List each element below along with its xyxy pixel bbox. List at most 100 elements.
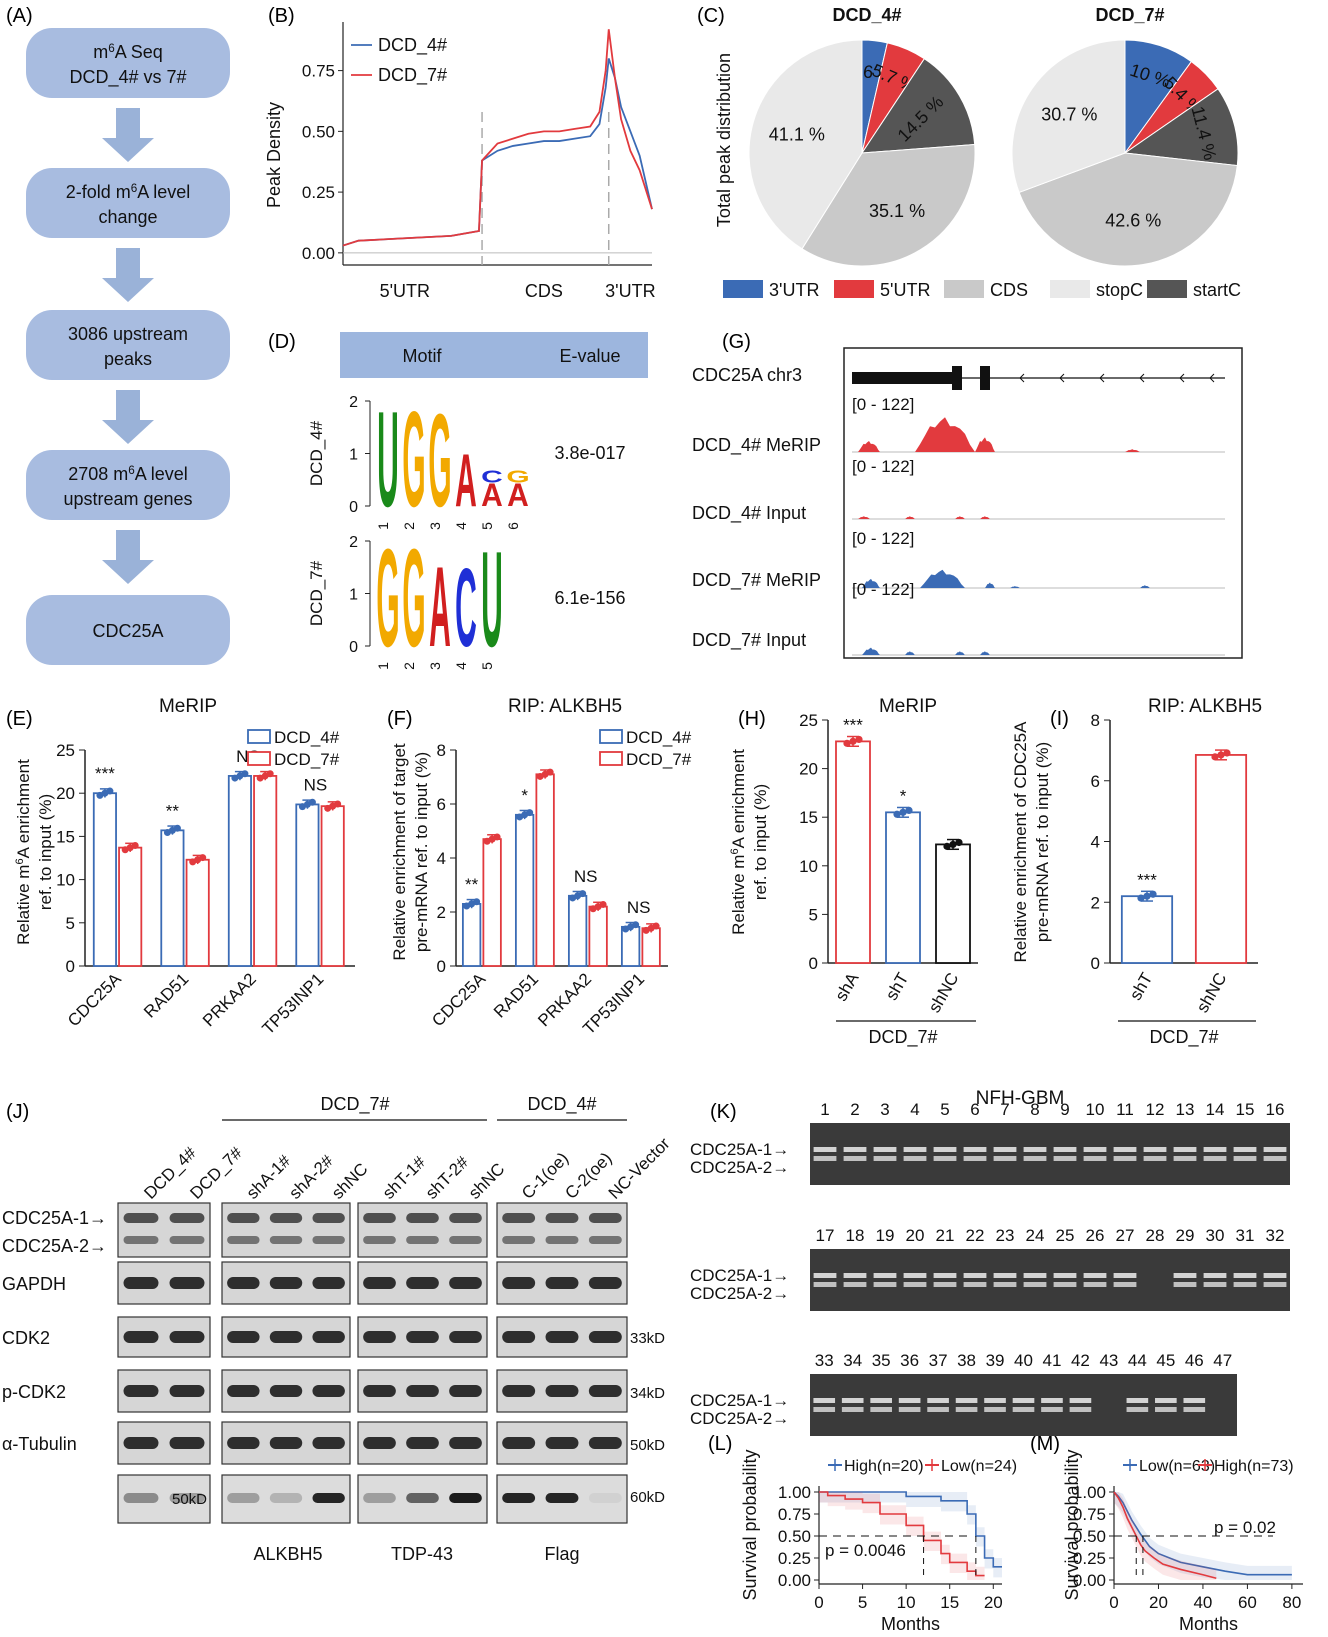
gel-band: [1113, 1147, 1137, 1152]
y-axis-label-b: A enrichment: [729, 749, 748, 848]
lane-number: 17: [816, 1226, 835, 1245]
y-tick-label: 0.50: [778, 1527, 811, 1546]
gel-band: [933, 1147, 957, 1152]
blot-band: [312, 1437, 345, 1449]
lane-number: 10: [1086, 1100, 1105, 1119]
blot-band: [363, 1385, 396, 1397]
blot-band: [588, 1213, 622, 1223]
x-tick-label: CDS: [525, 281, 563, 301]
track-label: DCD_4# Input: [692, 503, 806, 524]
confidence-band: [1114, 1492, 1292, 1580]
gel-band: [1183, 1398, 1206, 1403]
pie-slice: [1018, 152, 1238, 267]
legend-label: Low(n=63): [1139, 1458, 1215, 1475]
y-tick-label: 1.00: [1073, 1483, 1106, 1502]
legend-label: DCD_7#: [378, 65, 447, 86]
gel-band: [841, 1407, 864, 1412]
gel-band: [813, 1407, 836, 1412]
blot-band: [169, 1277, 205, 1289]
lane-number: 21: [936, 1226, 955, 1245]
gel-band: [813, 1273, 837, 1278]
y-tick-label: 0: [437, 957, 446, 976]
panel-m-survival: 0.00 0.25 0.50 0.75 1.00 0 20 40 60 80 Months Survi…: [1062, 1449, 1303, 1634]
data-point: [131, 841, 139, 849]
blot-box: [117, 1202, 211, 1258]
gel-band: [1113, 1282, 1137, 1287]
blot-band: [312, 1213, 345, 1223]
pie-title: DCD_4#: [832, 5, 901, 25]
gel-band: [1023, 1147, 1047, 1152]
bar: [185, 858, 210, 967]
gel-band: [813, 1282, 837, 1287]
significance: ***: [1137, 870, 1157, 889]
blot-band: [312, 1385, 345, 1397]
x-tick-label: 3'UTR: [605, 281, 655, 301]
blot-band: [449, 1331, 482, 1343]
panel-label-j: (J): [6, 1101, 29, 1123]
y-tick-label: 6: [437, 795, 446, 814]
panel-labels: (A) (B) (C) (D) (E) (F) (G) (H) (I) (J) …: [6, 5, 1069, 1455]
blot-band: [449, 1437, 482, 1449]
lane-number: 24: [1026, 1226, 1045, 1245]
lane-number: 30: [1206, 1226, 1225, 1245]
lane-number: 14: [1206, 1100, 1225, 1119]
motif-row-label: DCD_7#: [307, 560, 326, 626]
panel-label-g: (G): [722, 331, 751, 353]
bar: [535, 773, 555, 967]
gel-band: [1069, 1398, 1092, 1403]
gel-band: [813, 1156, 837, 1161]
y-tick-label: 0.00: [778, 1571, 811, 1590]
blot-band: [227, 1437, 260, 1449]
lane-label: shA-2#: [285, 1151, 337, 1203]
logo-letter: A: [455, 439, 477, 523]
data-point: [546, 768, 554, 776]
flow-line2: upstream genes: [63, 489, 192, 509]
blot-band: [227, 1277, 260, 1289]
logo-position: 2: [401, 522, 417, 530]
gel-band: [1263, 1156, 1287, 1161]
y-tick-label: 10: [56, 871, 75, 890]
gel-band: [898, 1398, 921, 1403]
logo-letter: G: [428, 387, 451, 535]
gel-band: [843, 1282, 867, 1287]
bar: [160, 829, 185, 967]
data-point: [199, 854, 207, 862]
x-tick-label: TP53INP1: [258, 969, 327, 1038]
blot-band: [502, 1493, 536, 1503]
blot-band: [123, 1213, 159, 1223]
logo-position: 4: [453, 522, 469, 530]
gel-band: [1263, 1147, 1287, 1152]
panel-f-bars: 0 2 4 6 8 RIP: ALKBH5 Relative enrichment of t…: [390, 696, 692, 1038]
track-peak: [862, 647, 880, 655]
blot-band: [545, 1385, 579, 1397]
logo-letter: C: [481, 467, 503, 487]
blot-band: [169, 1331, 205, 1343]
gel-band: [993, 1273, 1017, 1278]
lane-number: 40: [1014, 1351, 1033, 1370]
chart-title: RIP: ALKBH5: [508, 696, 622, 717]
y-tick-label: 0.75: [778, 1505, 811, 1524]
legend-label: Low(n=24): [941, 1458, 1017, 1475]
y-tick-label: 0.75: [302, 62, 335, 81]
data-point: [1223, 749, 1231, 757]
band-label: CDC25A-1→: [690, 1140, 789, 1159]
lane-label: C-2(oe): [561, 1149, 615, 1203]
flow-line1-a: m: [93, 42, 108, 62]
blot-band: [502, 1277, 536, 1289]
pie-slice: [1123, 88, 1239, 167]
legend-swatch: [599, 751, 623, 766]
data-point: [266, 770, 274, 778]
gel-band: [1083, 1147, 1107, 1152]
blot-band: [363, 1213, 396, 1223]
blot-band: [123, 1331, 159, 1343]
track-range: [0 - 122]: [852, 395, 914, 414]
track-peak: [980, 516, 990, 519]
panel-label-a: (A): [6, 5, 33, 27]
gel-band: [984, 1407, 1006, 1412]
track-peak: [1125, 449, 1140, 452]
gel-band: [1203, 1282, 1227, 1287]
lane-number: 1: [820, 1100, 829, 1119]
lane-label: shT-2#: [422, 1152, 473, 1203]
